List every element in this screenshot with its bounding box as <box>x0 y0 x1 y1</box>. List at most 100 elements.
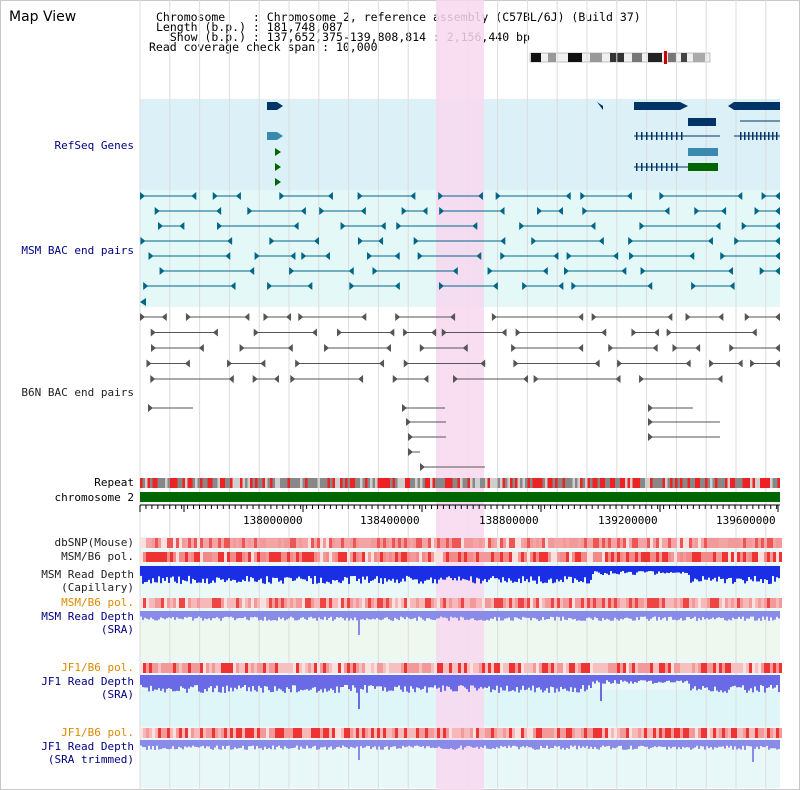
track-label-dbsnp[interactable]: dbSNP(Mouse) <box>54 536 134 549</box>
heat-cell <box>164 663 167 673</box>
info-coverage: Read coverage check span : 10,000 <box>149 41 378 53</box>
heat-cell <box>584 728 587 738</box>
heat-cell <box>632 728 635 738</box>
depth-bar <box>558 675 560 692</box>
depth-bar <box>760 611 762 621</box>
track-label-msm-b6-pol-sra[interactable]: MSM/B6 pol. <box>61 596 134 609</box>
track-label-jf1-b6-pol-trimmed[interactable]: JF1/B6 pol. <box>61 726 134 739</box>
heat-cell <box>611 663 614 673</box>
msm-bac-pair-end <box>324 252 330 260</box>
depth-bar <box>412 675 414 689</box>
depth-bar <box>676 740 678 750</box>
heat-cell <box>722 663 725 673</box>
depth-bar <box>436 611 438 619</box>
heat-cell <box>770 598 773 608</box>
heat-cell <box>203 598 206 608</box>
heat-cell <box>233 598 236 608</box>
depth-bar <box>266 611 268 621</box>
gene-arrow <box>728 102 734 110</box>
heat-cell <box>200 598 203 608</box>
depth-bar <box>642 566 644 572</box>
track-label-b6n-bac[interactable]: B6N BAC end pairs <box>21 386 134 399</box>
heat-cell <box>692 728 695 738</box>
heat-cell <box>305 538 308 548</box>
depth-bar <box>506 566 508 583</box>
repeat-cell <box>360 478 363 488</box>
depth-bar <box>596 740 598 749</box>
track-label-msm-depth-sra[interactable]: MSM Read Depth (SRA) <box>10 610 134 636</box>
heat-cell <box>593 552 596 562</box>
heat-cell <box>566 663 569 673</box>
msm-bac-pair-end <box>647 282 653 290</box>
b6n-bac-pair-end <box>737 359 743 368</box>
depth-bar <box>254 740 256 750</box>
depth-bar <box>214 675 216 689</box>
heat-cell <box>743 663 746 673</box>
b6n-bac-pair-end <box>578 313 584 321</box>
heat-cell <box>539 663 542 673</box>
heat-cell <box>230 728 233 738</box>
depth-bar <box>622 611 624 620</box>
depth-bar <box>208 740 210 747</box>
heat-cell <box>299 728 302 738</box>
track-label-jf1-depth-sra[interactable]: JF1 Read Depth (SRA) <box>10 675 134 701</box>
repeat-cell <box>232 478 235 488</box>
heat-cell <box>440 552 443 562</box>
heat-cell <box>680 663 683 673</box>
heat-cell <box>284 663 287 673</box>
msm-bac-pair-end <box>247 207 253 215</box>
depth-bar <box>394 675 396 687</box>
track-label-jf1-b6-pol[interactable]: JF1/B6 pol. <box>61 661 134 674</box>
b6n-bac-pair-end <box>615 375 621 383</box>
depth-bar <box>630 740 632 746</box>
depth-bar <box>500 566 502 583</box>
depth-bar <box>202 611 204 621</box>
depth-bar <box>534 566 536 581</box>
depth-bar <box>408 566 410 577</box>
depth-bar <box>622 675 624 682</box>
heat-cell <box>482 663 485 673</box>
heat-cell <box>482 538 485 548</box>
track-label-msm-b6-pol[interactable]: MSM/B6 pol. <box>61 550 134 563</box>
depth-bar <box>758 566 760 582</box>
repeat-cell <box>252 478 255 488</box>
depth-bar <box>258 611 260 621</box>
b6n-bac-pair-end <box>591 313 597 321</box>
repeat-cell <box>227 478 230 488</box>
track-label-repeat[interactable]: Repeat <box>94 476 134 489</box>
depth-bar <box>462 675 464 686</box>
heat-cell <box>161 728 164 738</box>
heat-cell <box>644 598 647 608</box>
depth-bar <box>290 675 292 693</box>
depth-bar <box>392 740 394 747</box>
depth-bar <box>726 566 728 580</box>
track-label-chromosome[interactable]: chromosome 2 <box>54 491 134 504</box>
heat-cell <box>605 598 608 608</box>
heat-cell <box>713 598 716 608</box>
heat-cell <box>779 552 782 562</box>
heat-cell <box>188 663 191 673</box>
track-label-msm-bac[interactable]: MSM BAC end pairs <box>21 244 134 257</box>
heat-cell <box>713 663 716 673</box>
depth-bar <box>436 675 438 689</box>
heat-cell <box>608 538 611 548</box>
depth-bar <box>650 611 652 619</box>
track-label-refseq[interactable]: RefSeq Genes <box>54 139 134 152</box>
heat-cell <box>218 598 221 608</box>
heat-cell <box>641 598 644 608</box>
heat-cell <box>152 538 155 548</box>
depth-bar <box>454 566 456 579</box>
depth-bar <box>582 740 584 747</box>
repeat-cell <box>310 478 313 488</box>
track-label-msm-depth-capillary[interactable]: MSM Read Depth (Capillary) <box>10 568 134 594</box>
heat-cell <box>617 552 620 562</box>
depth-bar <box>652 611 654 618</box>
depth-bar <box>272 740 274 746</box>
refseq-genes <box>267 102 780 186</box>
depth-bar <box>656 566 658 574</box>
depth-bar <box>740 566 742 579</box>
track-label-jf1-depth-trimmed[interactable]: JF1 Read Depth (SRA trimmed) <box>10 740 134 766</box>
msm-bac-pair-end <box>775 207 780 215</box>
heat-cell <box>668 728 671 738</box>
